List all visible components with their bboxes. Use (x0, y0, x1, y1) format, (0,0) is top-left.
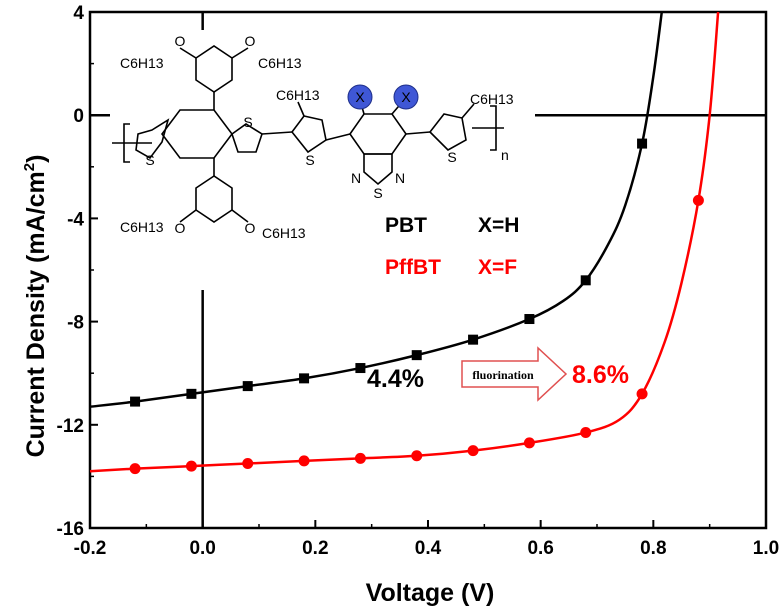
benzene-core (161, 109, 233, 159)
thiophene-spacer-left (290, 115, 327, 154)
oxygen-label: O (175, 220, 186, 236)
series-line-pbt (89, 11, 664, 408)
point-pffbt (185, 460, 197, 472)
point-pbt (130, 396, 141, 407)
hexyl-chain: C6H13 (258, 55, 302, 71)
point-pbt (411, 350, 422, 361)
x-tick-label: 1.0 (753, 538, 779, 559)
point-pffbt (692, 194, 704, 206)
jv-curves (89, 11, 720, 473)
point-pffbt (523, 437, 535, 449)
y-tick-label: -16 (57, 519, 84, 540)
legend-pffbt-x: X=F (478, 256, 517, 279)
point-pbt (186, 388, 197, 399)
fluorination-arrow (461, 346, 568, 402)
pce-pbt-label: 4.4% (367, 365, 424, 393)
sulfur-label: S (243, 114, 252, 130)
point-pbt (355, 363, 366, 374)
legend-pbt-name: PBT (385, 214, 427, 237)
point-pffbt (411, 450, 423, 462)
y-tick-label: -12 (57, 416, 84, 437)
fluorination-label: fluorination (472, 368, 534, 382)
aryl-ring-top (195, 45, 233, 93)
substituent-x-right (393, 84, 419, 110)
hexyl-chain: C6H13 (262, 225, 306, 241)
oxygen-label: O (245, 33, 256, 49)
aryl-ring-bottom (195, 175, 233, 223)
hexyl-chain: C6H13 (120, 55, 164, 71)
point-pbt (468, 334, 479, 345)
oxygen-label: O (175, 33, 186, 49)
nitrogen-label: N (395, 170, 405, 186)
point-pffbt (298, 455, 310, 467)
repeat-n-label: n (501, 147, 509, 163)
y-axis-title: Current Density (mA/cm2) (21, 155, 50, 458)
polymer-structure (112, 45, 504, 223)
substituent-x-right-label: X (401, 89, 411, 105)
x-tick-label: 0.6 (527, 538, 553, 559)
sulfur-label: S (447, 149, 456, 165)
x-tick-label: 0.2 (302, 538, 328, 559)
hexyl-chain: C6H13 (120, 219, 164, 235)
crosshair-lines (90, 12, 766, 528)
x-axis-title: Voltage (V) (366, 579, 495, 607)
point-pbt (580, 275, 591, 286)
y-tick-label: -8 (67, 313, 84, 334)
sulfur-label: S (145, 152, 154, 168)
legend-pffbt-name: PffBT (385, 256, 441, 279)
legend-pbt-x: X=H (478, 214, 519, 237)
benzothiadiazole (349, 113, 407, 155)
nitrogen-label: N (351, 170, 361, 186)
point-pffbt (636, 388, 648, 400)
point-pffbt (129, 463, 141, 475)
data-markers (129, 138, 704, 475)
thiophene-ring-left (135, 118, 170, 160)
thiophene-ring-right (231, 123, 263, 153)
substituent-x-left-label: X (355, 89, 365, 105)
point-pffbt (467, 445, 479, 457)
thiophene-spacer-right (428, 113, 467, 151)
x-tick-label: 0.0 (189, 538, 215, 559)
point-pbt (299, 373, 310, 384)
hexyl-chain: C6H13 (470, 91, 514, 107)
axis-ticks: -0.2 0.0 0.2 0.4 0.6 0.8 1.0 -16 -12 -8 -4 0 4 (57, 3, 780, 559)
sulfur-label: S (373, 185, 382, 201)
x-tick-label: 0.4 (415, 538, 442, 559)
x-tick-label: -0.2 (74, 538, 107, 559)
y-tick-label: -4 (67, 209, 84, 230)
point-pbt (242, 381, 253, 392)
point-pffbt (354, 452, 366, 464)
point-pffbt (580, 427, 592, 439)
y-tick-label: 4 (73, 3, 84, 24)
y-tick-label: 0 (73, 106, 84, 127)
series-line-pffbt (89, 11, 720, 473)
pce-pffbt-label: 8.6% (572, 361, 629, 389)
oxygen-label: O (245, 220, 256, 236)
x-tick-label: 0.8 (640, 538, 666, 559)
substituent-x-left (347, 84, 373, 110)
thiadiazole-ring (363, 153, 393, 186)
sulfur-label: S (305, 152, 314, 168)
point-pbt (637, 138, 648, 149)
point-pffbt (242, 458, 254, 469)
point-pbt (524, 314, 535, 325)
hexyl-chain: C6H13 (276, 87, 320, 103)
